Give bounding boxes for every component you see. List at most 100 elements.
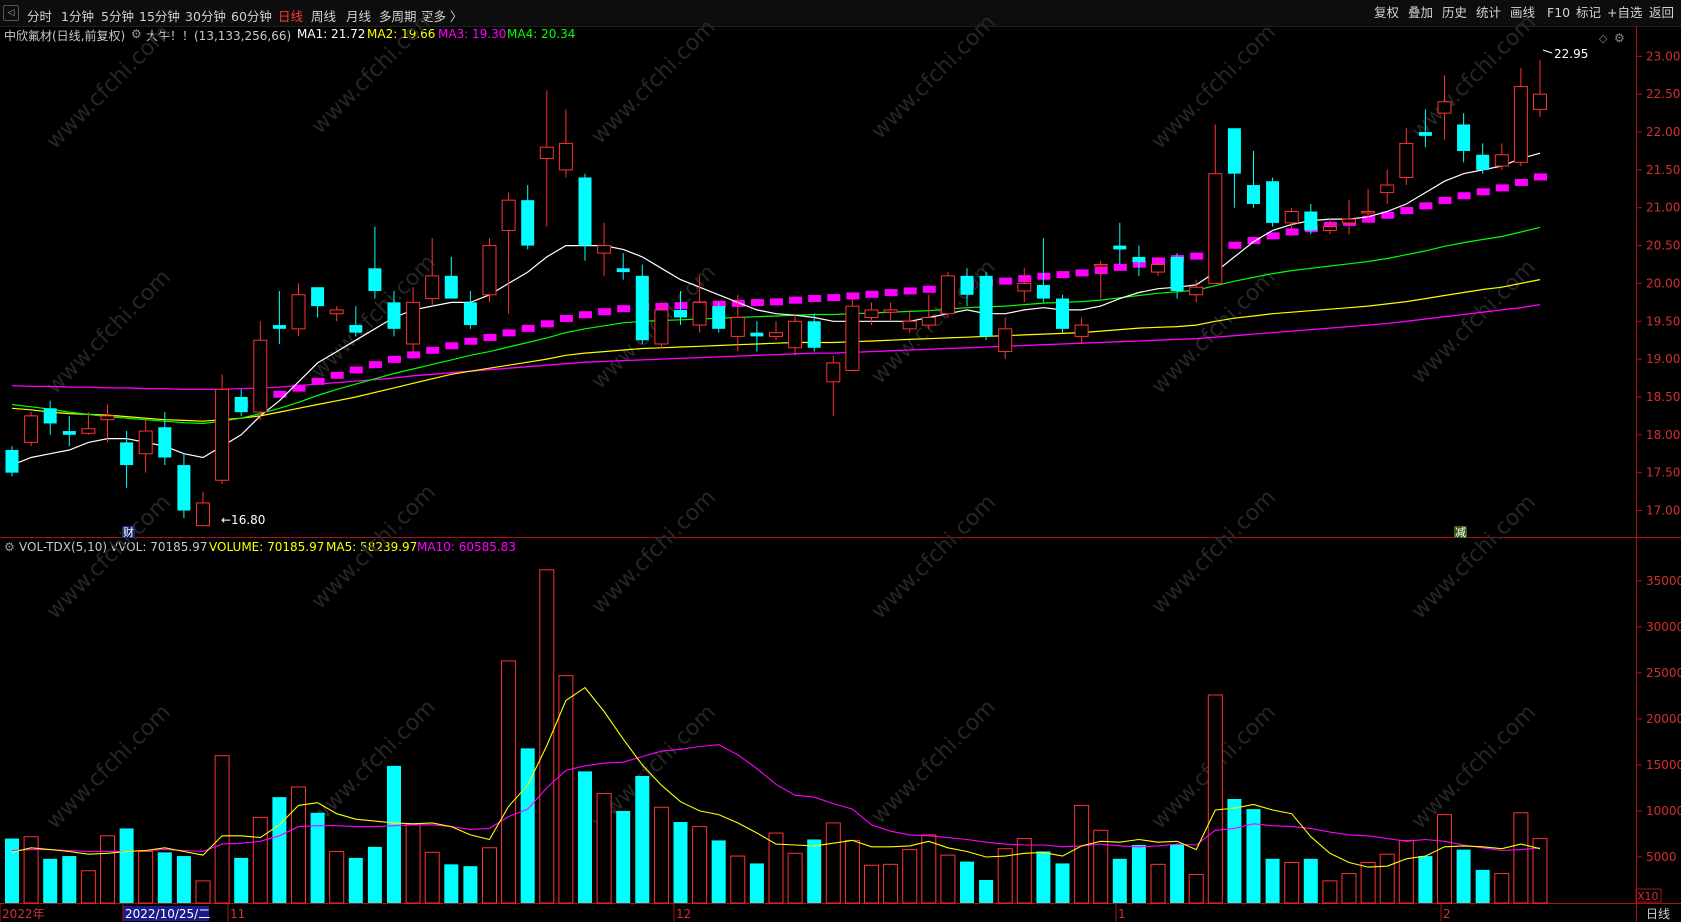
candle <box>272 291 286 344</box>
candle <box>1418 109 1432 148</box>
signal-marker <box>827 294 841 302</box>
volume-bar-down <box>578 771 592 903</box>
volume-settings-icon[interactable]: ⚙ <box>4 540 15 554</box>
toolbar-button-5[interactable]: F10 <box>1547 5 1571 20</box>
volume-bar-down <box>234 857 249 903</box>
candle-body-up <box>1342 218 1356 224</box>
candle <box>635 264 649 344</box>
period-tab-1[interactable]: 1分钟 <box>61 9 94 24</box>
signal-marker <box>999 277 1013 285</box>
candle-body-up <box>654 309 669 345</box>
volume-bar-down <box>387 765 401 903</box>
signal-marker <box>884 289 898 297</box>
diamond-icon[interactable]: ◇ <box>1599 32 1608 45</box>
signal-marker <box>903 287 917 295</box>
candle <box>654 302 669 348</box>
candle-body-up <box>998 328 1013 353</box>
watermark-text: www.cfchi.com <box>587 260 721 394</box>
toolbar-button-0[interactable]: 复权 <box>1374 5 1400 20</box>
period-tab-2[interactable]: 5分钟 <box>101 9 134 24</box>
volume-bar-up <box>100 835 115 904</box>
watermark-text: www.cfchi.com <box>587 485 721 619</box>
period-tab-3[interactable]: 15分钟 <box>139 9 180 24</box>
signal-marker <box>464 337 478 345</box>
watermark-text: www.cfchi.com <box>1147 265 1281 399</box>
watermark-text: www.cfchi.com <box>42 700 176 834</box>
volume-bar-up <box>1398 839 1414 904</box>
candle <box>788 313 803 356</box>
volume-unit-box <box>1635 888 1662 903</box>
candle <box>196 491 210 527</box>
candle-body-down <box>616 268 630 273</box>
volume-bar-up <box>1093 829 1109 904</box>
candle-body-up <box>138 430 153 455</box>
volume-bar-down <box>176 856 191 903</box>
volume-bar-up <box>825 822 841 904</box>
candle <box>1494 143 1509 170</box>
time-axis-label: 11 <box>230 907 245 921</box>
candle-body-down <box>1113 245 1127 250</box>
toolbar-button-1[interactable]: 叠加 <box>1408 5 1434 20</box>
candle <box>845 294 860 371</box>
candle-body-up <box>1494 154 1509 167</box>
period-tab-0[interactable]: 分时 <box>27 9 53 24</box>
candle <box>1399 128 1414 186</box>
volume-bar-up <box>1150 863 1166 904</box>
price-tick-label: 21.00 <box>1646 201 1680 215</box>
volume-bar-down <box>807 839 822 903</box>
signal-marker <box>273 390 287 398</box>
candle <box>1017 268 1032 303</box>
signal-marker <box>559 315 573 323</box>
volume-bar-down <box>1055 863 1070 903</box>
settings-icon[interactable]: ⚙ <box>1614 31 1625 45</box>
signal-marker <box>1075 269 1089 277</box>
candle-body-up <box>425 275 440 300</box>
volume-unit-label: X10 <box>1637 890 1659 903</box>
indicator-settings-icon[interactable]: ⚙ <box>131 27 142 41</box>
candle-body-up <box>1437 101 1452 114</box>
period-tab-10[interactable]: 更多 〉 <box>421 9 463 24</box>
toolbar-button-8[interactable]: 返回 <box>1649 5 1675 20</box>
toolbar-button-2[interactable]: 历史 <box>1442 5 1468 20</box>
candle-body-down <box>43 408 57 424</box>
toolbar-button-3[interactable]: 统计 <box>1476 5 1502 20</box>
volume-bar-up <box>80 870 96 904</box>
period-tab-6[interactable]: 日线 <box>278 9 304 24</box>
candle <box>1151 256 1165 276</box>
period-tab-4[interactable]: 30分钟 <box>185 9 226 24</box>
volume-bar-up <box>1074 804 1090 904</box>
period-tab-9[interactable]: 多周期 <box>379 9 417 24</box>
candle <box>1113 222 1127 265</box>
candle <box>1208 124 1223 284</box>
candle-body-up <box>253 339 268 413</box>
candle <box>558 109 573 178</box>
signal-marker <box>1476 188 1490 196</box>
signal-marker <box>1514 178 1528 186</box>
candle-body-down <box>1304 211 1318 231</box>
toolbar-button-4[interactable]: 画线 <box>1510 5 1536 20</box>
watermark-text: www.cfchi.com <box>42 20 176 154</box>
candle <box>463 291 477 329</box>
candle-body-up <box>1074 324 1089 337</box>
period-tab-8[interactable]: 月线 <box>346 9 372 24</box>
toolbar-button-6[interactable]: 标记 <box>1576 5 1602 20</box>
candle <box>5 446 19 477</box>
volume-bar-down <box>960 861 974 903</box>
price-tick-label: 19.00 <box>1646 352 1680 366</box>
candle-body-down <box>1418 132 1432 136</box>
price-tick-label: 18.00 <box>1646 428 1680 442</box>
candle-body-up <box>329 309 344 315</box>
signal-marker <box>540 320 554 328</box>
signal-marker <box>598 308 612 316</box>
period-tab-7[interactable]: 周线 <box>311 9 337 24</box>
watermark-text: www.cfchi.com <box>587 15 721 149</box>
toolbar-button-7[interactable]: +自选 <box>1607 5 1643 20</box>
collapse-icon[interactable]: ◁ <box>3 5 19 21</box>
watermark-text: www.cfchi.com <box>1147 20 1281 154</box>
candle-body-up <box>482 245 497 296</box>
candle-body-down <box>387 302 401 329</box>
candle-body-up <box>539 146 554 160</box>
time-axis-label: 1 <box>1118 907 1126 921</box>
period-tab-5[interactable]: 60分钟 <box>231 9 272 24</box>
